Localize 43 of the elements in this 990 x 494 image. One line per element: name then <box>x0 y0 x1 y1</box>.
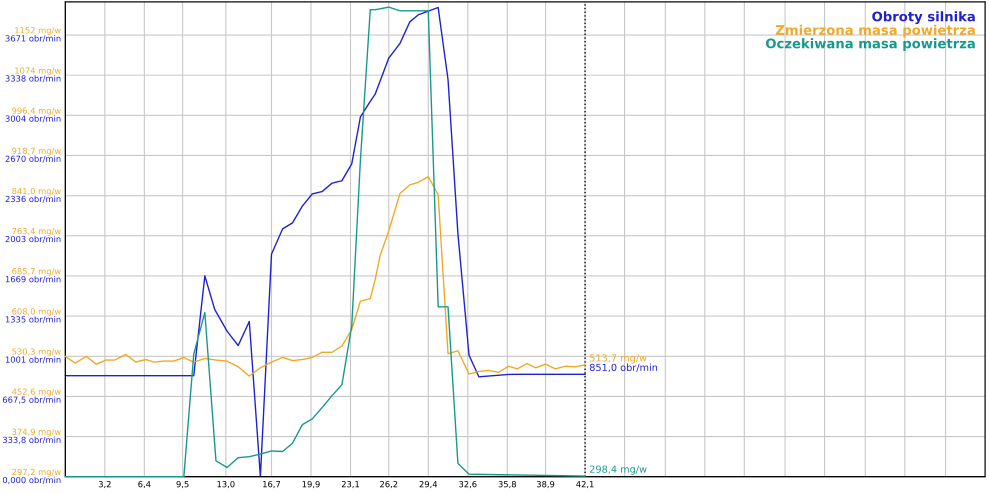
x-tick-label: 3,2 <box>98 481 111 488</box>
x-tick-label: 19,9 <box>302 481 320 488</box>
y-tick-label: 2670 obr/min <box>6 155 60 163</box>
y-tick-label: 1001 obr/min <box>6 356 60 364</box>
y2-tick-label: 996,4 mg/w <box>12 108 61 116</box>
y2-tick-label: 608,0 mg/w <box>12 308 61 316</box>
x-tick-label: 32,6 <box>459 481 477 488</box>
y2-tick-label: 1152 mg/w <box>15 27 61 36</box>
y2-tick-label: 763,4 mg/w <box>12 228 61 236</box>
y-tick-label: 1335 obr/min <box>6 316 60 324</box>
y-tick-label: 3004 obr/min <box>6 115 60 122</box>
y2-tick-label: 530,3 mg/w <box>12 348 61 356</box>
y-tick-label: 2003 obr/min <box>6 236 60 243</box>
data-label: 513,7 mg/w <box>590 354 647 364</box>
y2-tick-label: 918,7 mg/w <box>12 148 61 156</box>
y-tick-label: 0,000 obr/min <box>2 476 60 484</box>
x-tick-label: 6,4 <box>138 481 151 488</box>
x-tick-label: 42,1 <box>576 481 594 488</box>
x-tick-label: 9,5 <box>176 481 189 488</box>
x-tick-label: 38,9 <box>536 481 554 488</box>
y-tick-label: 667,5 obr/min <box>2 396 60 404</box>
text: Obroty silnika <box>872 11 975 24</box>
x-tick-label: 26,2 <box>380 481 398 488</box>
y-tick-label: 333,8 obr/min <box>2 436 60 444</box>
y2-tick-label: 452,6 mg/w <box>12 388 61 396</box>
x-tick-label: 35,8 <box>498 481 516 488</box>
y2-tick-label: 841,0 mg/w <box>12 188 61 196</box>
y-tick-label: 2336 obr/min <box>6 196 60 203</box>
text: Oczekiwana masa powietrza <box>766 38 975 51</box>
y2-tick-label: 297,2 mg/w <box>12 468 61 477</box>
data-label: 851,0 obr/min <box>590 364 658 372</box>
x-tick-label: 23,1 <box>342 481 360 488</box>
y2-tick-label: 1074 mg/w <box>15 67 61 76</box>
y2-tick-label: 685,7 mg/w <box>12 268 61 276</box>
y2-tick-label: 374,9 mg/w <box>12 428 61 437</box>
y-tick-label: 3338 obr/min <box>6 75 60 82</box>
y-tick-label: 1669 obr/min <box>6 276 60 284</box>
y-tick-label: 3671 obr/min <box>6 35 60 42</box>
data-label: 298,4 mg/w <box>590 465 647 475</box>
x-tick-label: 16,7 <box>263 481 280 488</box>
x-tick-label: 13,0 <box>217 481 235 488</box>
x-tick-label: 29,4 <box>420 481 438 488</box>
text: Zmierzona masa powietrza <box>776 24 975 38</box>
